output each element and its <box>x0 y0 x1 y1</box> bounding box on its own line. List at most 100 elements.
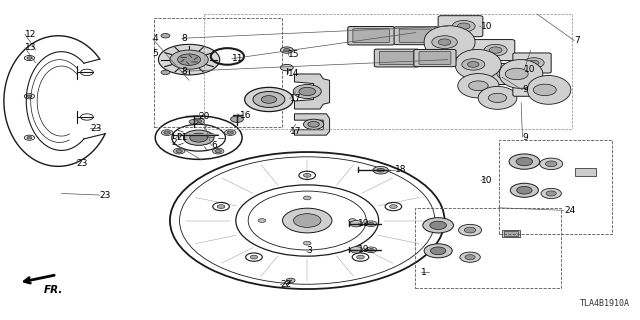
Circle shape <box>373 166 388 174</box>
Text: 14: 14 <box>288 69 300 78</box>
Circle shape <box>516 157 532 166</box>
Polygon shape <box>458 74 499 98</box>
Circle shape <box>350 247 363 253</box>
Circle shape <box>369 249 374 251</box>
Circle shape <box>524 81 544 91</box>
Circle shape <box>462 59 484 70</box>
Text: 22: 22 <box>280 280 292 289</box>
Polygon shape <box>499 60 543 88</box>
Circle shape <box>516 187 532 194</box>
Circle shape <box>452 20 475 32</box>
Bar <box>575 168 596 176</box>
Circle shape <box>303 173 311 177</box>
Circle shape <box>459 224 481 236</box>
Circle shape <box>431 247 446 255</box>
Circle shape <box>356 255 364 259</box>
Circle shape <box>529 60 539 65</box>
Text: 13: 13 <box>25 43 36 52</box>
Circle shape <box>497 68 520 80</box>
Text: 16: 16 <box>240 111 252 120</box>
Circle shape <box>502 71 515 77</box>
Circle shape <box>545 161 557 167</box>
Circle shape <box>540 158 563 170</box>
Circle shape <box>280 47 293 53</box>
Circle shape <box>308 122 319 127</box>
Circle shape <box>215 149 221 153</box>
Text: FR.: FR. <box>44 285 63 295</box>
Circle shape <box>195 120 202 123</box>
Circle shape <box>286 278 295 283</box>
Circle shape <box>27 95 32 98</box>
Text: TLA4B1910A: TLA4B1910A <box>580 299 630 308</box>
Circle shape <box>423 218 454 233</box>
FancyBboxPatch shape <box>419 52 451 64</box>
Circle shape <box>227 131 234 134</box>
Circle shape <box>282 208 332 233</box>
Circle shape <box>207 133 215 137</box>
Circle shape <box>294 214 321 228</box>
Text: 5: 5 <box>153 49 159 58</box>
Circle shape <box>430 221 447 229</box>
Text: 2: 2 <box>172 138 177 147</box>
Circle shape <box>261 96 276 103</box>
Circle shape <box>377 168 385 172</box>
Circle shape <box>467 61 479 67</box>
Circle shape <box>529 84 539 89</box>
Circle shape <box>284 49 290 52</box>
Circle shape <box>161 70 170 75</box>
Circle shape <box>510 183 538 197</box>
Text: 7: 7 <box>574 36 580 45</box>
Circle shape <box>27 57 32 59</box>
Text: 10: 10 <box>481 22 492 31</box>
Circle shape <box>212 148 224 154</box>
Circle shape <box>225 130 236 135</box>
Text: 9: 9 <box>522 132 528 141</box>
Polygon shape <box>456 50 501 79</box>
FancyBboxPatch shape <box>380 51 414 65</box>
Circle shape <box>365 247 377 253</box>
Circle shape <box>533 84 556 96</box>
Circle shape <box>244 87 293 112</box>
Text: 23: 23 <box>100 190 111 200</box>
Text: 3: 3 <box>306 246 312 255</box>
Bar <box>504 231 518 236</box>
Circle shape <box>161 130 173 135</box>
Circle shape <box>293 84 321 99</box>
FancyBboxPatch shape <box>414 50 456 67</box>
Text: 23: 23 <box>76 159 88 168</box>
Circle shape <box>458 23 470 29</box>
Circle shape <box>217 205 225 208</box>
FancyBboxPatch shape <box>348 27 394 45</box>
Circle shape <box>349 219 356 222</box>
Circle shape <box>303 241 311 245</box>
Text: 24: 24 <box>564 206 575 215</box>
Text: 9: 9 <box>522 85 528 94</box>
Circle shape <box>253 92 285 108</box>
FancyBboxPatch shape <box>374 49 419 67</box>
Circle shape <box>424 244 452 258</box>
FancyBboxPatch shape <box>513 53 551 73</box>
Circle shape <box>177 54 200 65</box>
Text: 21: 21 <box>176 133 188 142</box>
Bar <box>154 18 282 126</box>
Circle shape <box>250 255 258 259</box>
Text: 1: 1 <box>421 268 427 277</box>
Circle shape <box>541 188 561 198</box>
Circle shape <box>438 39 451 45</box>
Text: 17: 17 <box>290 94 301 103</box>
Polygon shape <box>424 26 475 59</box>
Circle shape <box>299 87 316 96</box>
Text: 15: 15 <box>288 50 300 59</box>
Circle shape <box>365 221 377 227</box>
FancyBboxPatch shape <box>513 76 551 96</box>
Polygon shape <box>294 114 330 135</box>
Circle shape <box>230 116 243 123</box>
Circle shape <box>176 149 182 153</box>
Circle shape <box>189 120 198 124</box>
Circle shape <box>432 36 458 49</box>
Circle shape <box>505 68 528 80</box>
Text: 18: 18 <box>396 165 407 174</box>
Circle shape <box>468 81 488 91</box>
Text: 4: 4 <box>153 35 158 44</box>
Text: 19: 19 <box>358 245 370 254</box>
